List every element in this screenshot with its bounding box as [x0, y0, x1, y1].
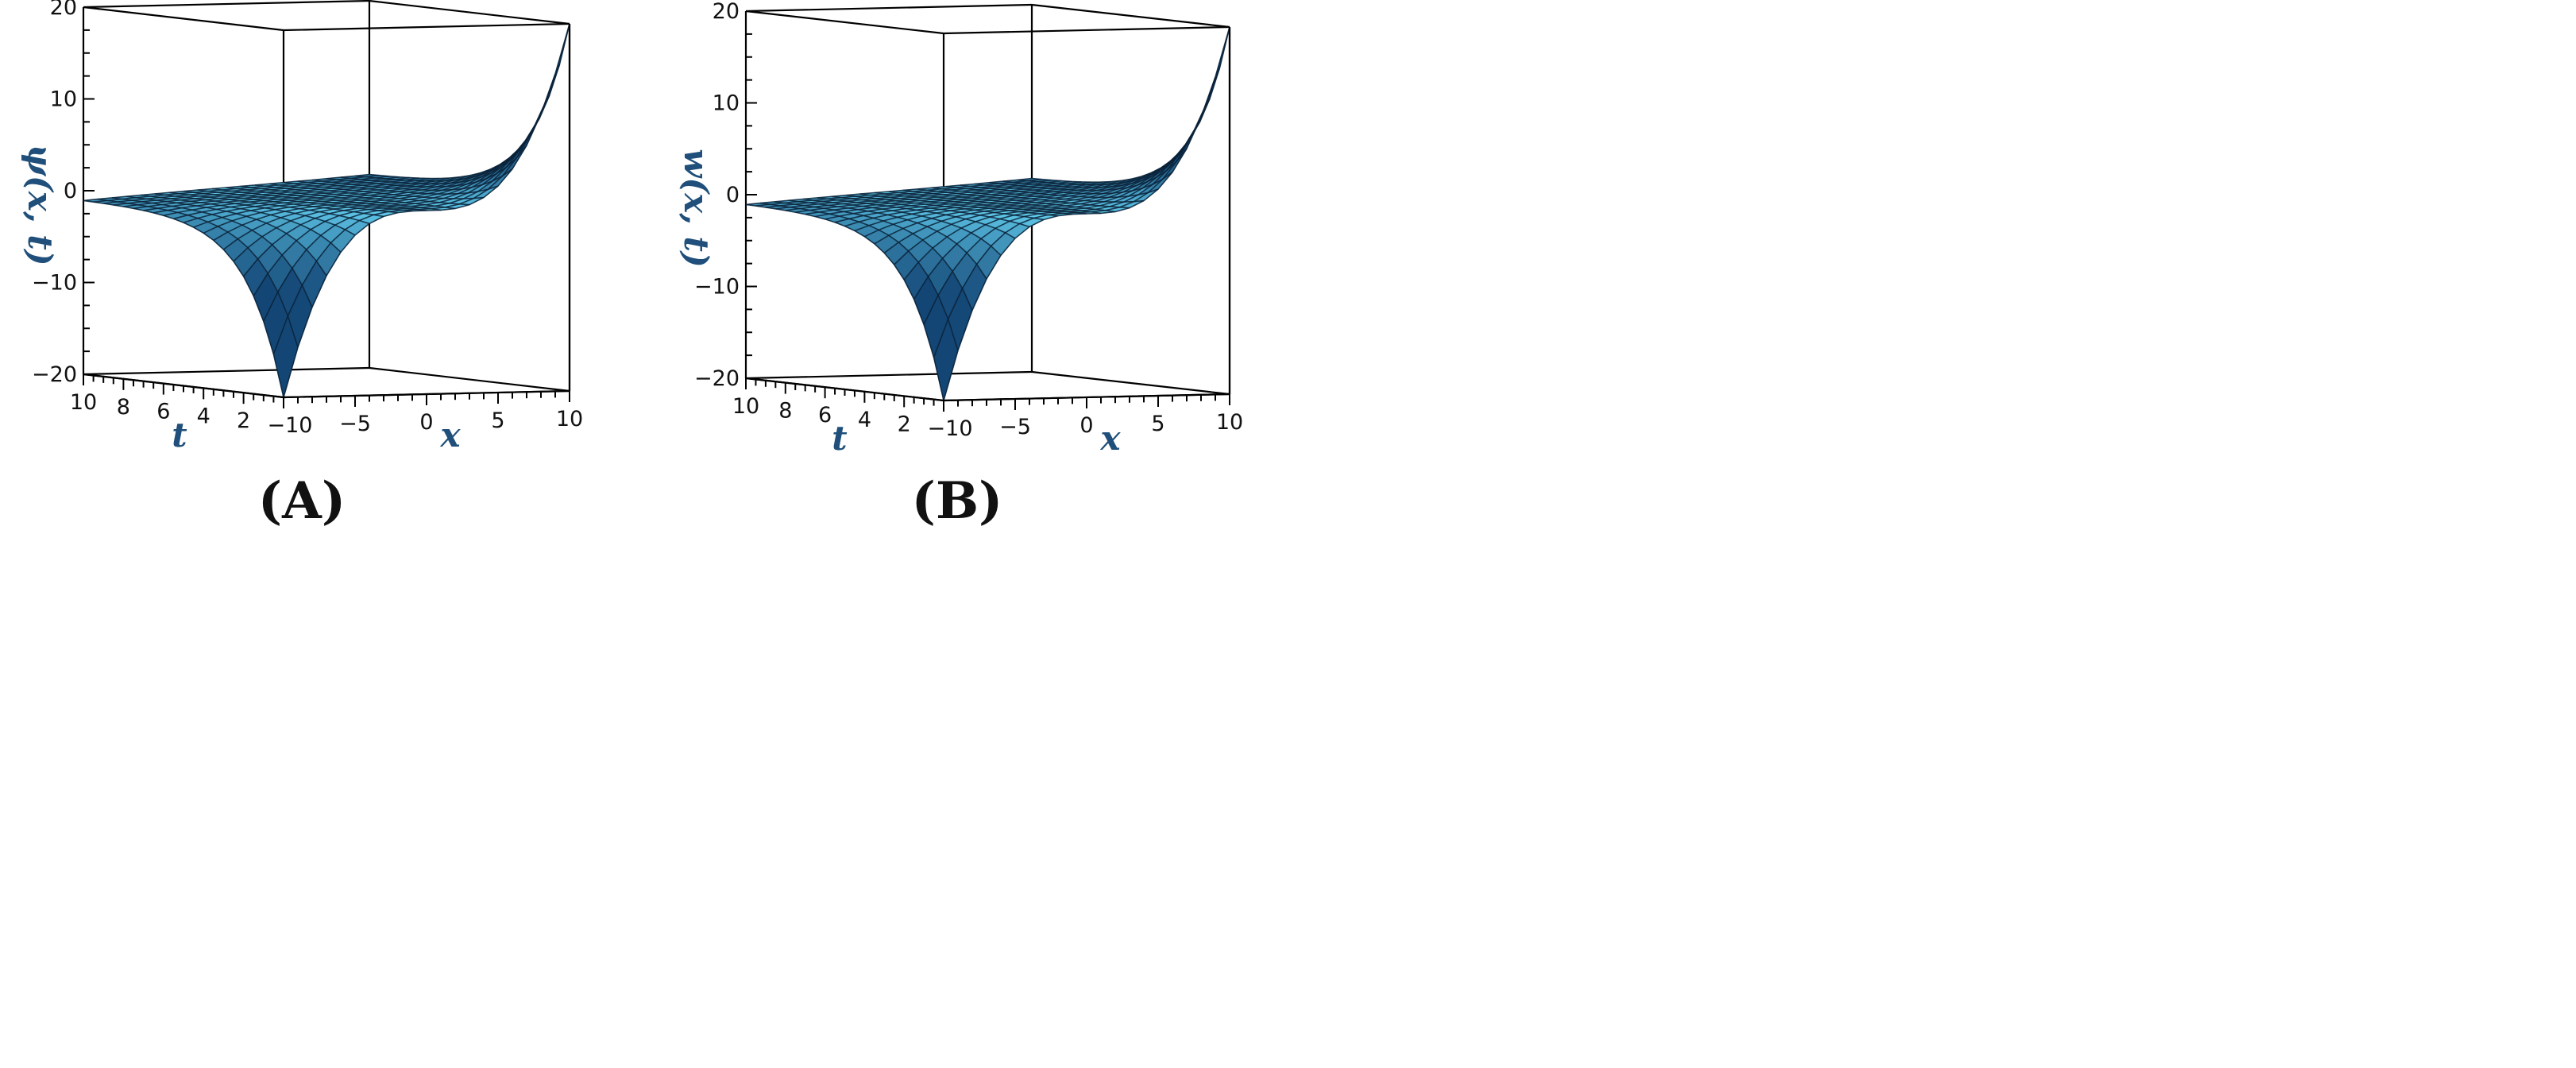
- t-tick-label: 10: [70, 390, 97, 415]
- surface-plot-a: −20 −10 0 10 20 −10 −5 0 5 10 2 4 6 8 10 ψ(x, t) t x (…: [21, 0, 583, 531]
- z-axis-title: w(x, t): [677, 149, 716, 268]
- mesh-line-t: [774, 201, 973, 311]
- x-axis-title: x: [1099, 419, 1121, 458]
- mesh-line-t: [154, 193, 356, 236]
- mesh-line-t: [168, 192, 370, 225]
- mesh-line-t: [197, 189, 399, 214]
- mesh-line-t: [1031, 26, 1230, 184]
- mesh-line-t: [859, 193, 1059, 217]
- mesh-line-t: [888, 191, 1087, 215]
- mesh-line-t: [111, 197, 313, 308]
- t-tick-label: 4: [197, 404, 210, 428]
- mesh-line-t: [831, 195, 1030, 228]
- t-tick-label: 8: [778, 399, 792, 424]
- mesh-line-t: [1017, 76, 1216, 186]
- box-edge: [369, 0, 570, 25]
- mesh-line-t: [960, 184, 1159, 199]
- mesh-line-t: [211, 188, 413, 212]
- x-tick-label: 0: [1079, 413, 1093, 438]
- mesh-line-t: [1002, 117, 1202, 188]
- chart-panel-a: −20 −10 0 10 20 −10 −5 0 5 10 2 4 6 8 10 ψ(x, t) t x (…: [21, 0, 583, 531]
- mesh-line-t: [254, 184, 456, 210]
- mesh-line-t: [311, 168, 513, 192]
- mesh-line-t: [945, 185, 1145, 203]
- mesh-line-t: [369, 23, 570, 180]
- mesh-line-t: [788, 199, 987, 280]
- box-edge: [83, 366, 370, 376]
- z-tick-label: 0: [64, 179, 77, 203]
- x-axis-title: x: [439, 416, 461, 455]
- x-tick-label: 0: [419, 410, 433, 435]
- t-tick-label: 4: [858, 408, 871, 432]
- z-tick-label: 20: [50, 0, 77, 20]
- mesh-line-t: [297, 180, 499, 195]
- box-edge: [745, 10, 944, 35]
- panel-label: (A): [258, 471, 346, 531]
- box-edge: [745, 3, 1033, 13]
- t-axis-title: t: [832, 419, 847, 458]
- box-edge: [1031, 370, 1230, 396]
- mesh-line-t: [902, 189, 1102, 215]
- mesh-line-t: [340, 114, 542, 185]
- t-tick-label: 8: [117, 395, 130, 420]
- t-tick-label: 6: [818, 403, 832, 428]
- x-tick-label: 10: [556, 407, 583, 431]
- mesh-line-t: [226, 187, 427, 211]
- z-tick-label: 10: [50, 87, 77, 112]
- mesh-line-t: [974, 172, 1173, 195]
- mesh-line-t: [931, 187, 1130, 209]
- x-tick-label: 5: [1151, 412, 1164, 436]
- box-edge: [943, 25, 1230, 35]
- mesh-line-t: [240, 185, 442, 211]
- mesh-line-t: [268, 183, 470, 206]
- mesh-line-t: [140, 194, 342, 253]
- x-tick-label: 10: [1216, 410, 1243, 435]
- box-edge: [83, 0, 370, 9]
- z-tick-label: 20: [713, 0, 740, 24]
- mesh-line-t: [183, 190, 384, 218]
- z-axis-title: ψ(x, t): [21, 145, 60, 266]
- box-edge: [283, 22, 570, 32]
- mesh-line-t: [802, 198, 1002, 256]
- mesh-line-t: [917, 188, 1116, 213]
- mesh-line-t: [283, 181, 485, 199]
- mesh-line-t: [97, 198, 299, 348]
- mesh-line-t: [988, 148, 1188, 192]
- mesh-line-t: [83, 199, 284, 398]
- mesh-line-t: [759, 202, 959, 351]
- z-tick-label: 0: [726, 183, 740, 207]
- t-axis-title: t: [172, 416, 187, 455]
- mesh-line-t: [817, 197, 1016, 239]
- x-tick-label: 5: [491, 408, 504, 433]
- panel-label: (B): [912, 471, 1003, 531]
- mesh-line-t: [874, 192, 1073, 215]
- box-edge: [745, 370, 1033, 380]
- z-tick-label: −10: [32, 271, 77, 296]
- z-tick-label: 10: [713, 91, 740, 116]
- t-tick-label: 10: [732, 394, 759, 419]
- t-tick-label: 6: [156, 400, 170, 424]
- mesh-line-t: [845, 194, 1045, 221]
- x-tick-label: −10: [268, 413, 313, 438]
- box-edge: [1031, 3, 1230, 29]
- x-tick-label: −5: [999, 415, 1031, 439]
- mesh-line-t: [745, 203, 944, 401]
- z-tick-label: −10: [694, 275, 740, 300]
- x-tick-label: −10: [928, 416, 973, 441]
- x-tick-label: −5: [339, 412, 371, 436]
- box-edge: [83, 6, 284, 32]
- mesh-line-t: [326, 145, 527, 188]
- z-tick-label: −20: [32, 362, 77, 387]
- mesh-line-t: [126, 195, 327, 277]
- z-tick-label: −20: [694, 366, 740, 391]
- box-edge: [369, 366, 570, 393]
- t-tick-label: 2: [898, 412, 911, 436]
- t-tick-label: 2: [237, 408, 250, 433]
